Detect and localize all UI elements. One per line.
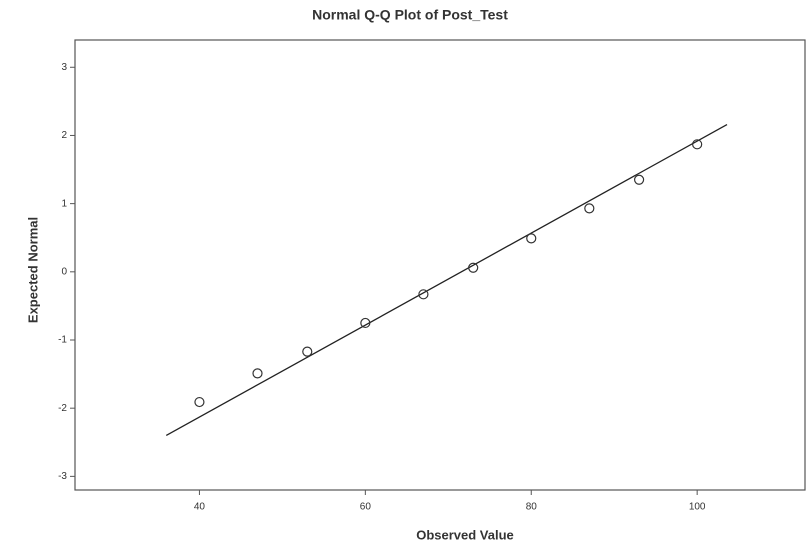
- x-tick-label: 60: [360, 502, 372, 513]
- data-point: [526, 233, 537, 244]
- x-tick-label: 100: [689, 502, 706, 513]
- data-point: [252, 368, 263, 379]
- y-tick-label: -1: [58, 335, 67, 346]
- y-tick-label: 3: [61, 62, 67, 73]
- data-point: [692, 139, 703, 150]
- y-tick-label: -3: [58, 471, 67, 482]
- x-axis-label: Observed Value: [416, 527, 514, 542]
- x-tick-label: 80: [526, 502, 538, 513]
- reference-line: [165, 123, 728, 437]
- y-tick-label: -2: [58, 403, 67, 414]
- data-point: [360, 317, 371, 329]
- data-point: [633, 174, 645, 185]
- data-point: [468, 262, 479, 273]
- y-tick-label: 0: [61, 266, 67, 277]
- plot-frame: [74, 39, 806, 491]
- data-point: [584, 203, 595, 214]
- y-tick-label: 2: [61, 130, 67, 141]
- data-point: [302, 346, 313, 357]
- data-point: [194, 396, 205, 408]
- x-tick-label: 40: [194, 502, 206, 513]
- chart-title: Normal Q-Q Plot of Post_Test: [312, 7, 508, 23]
- y-tick-label: 1: [61, 198, 67, 209]
- data-point: [418, 289, 429, 300]
- y-axis-label: Expected Normal: [25, 217, 40, 323]
